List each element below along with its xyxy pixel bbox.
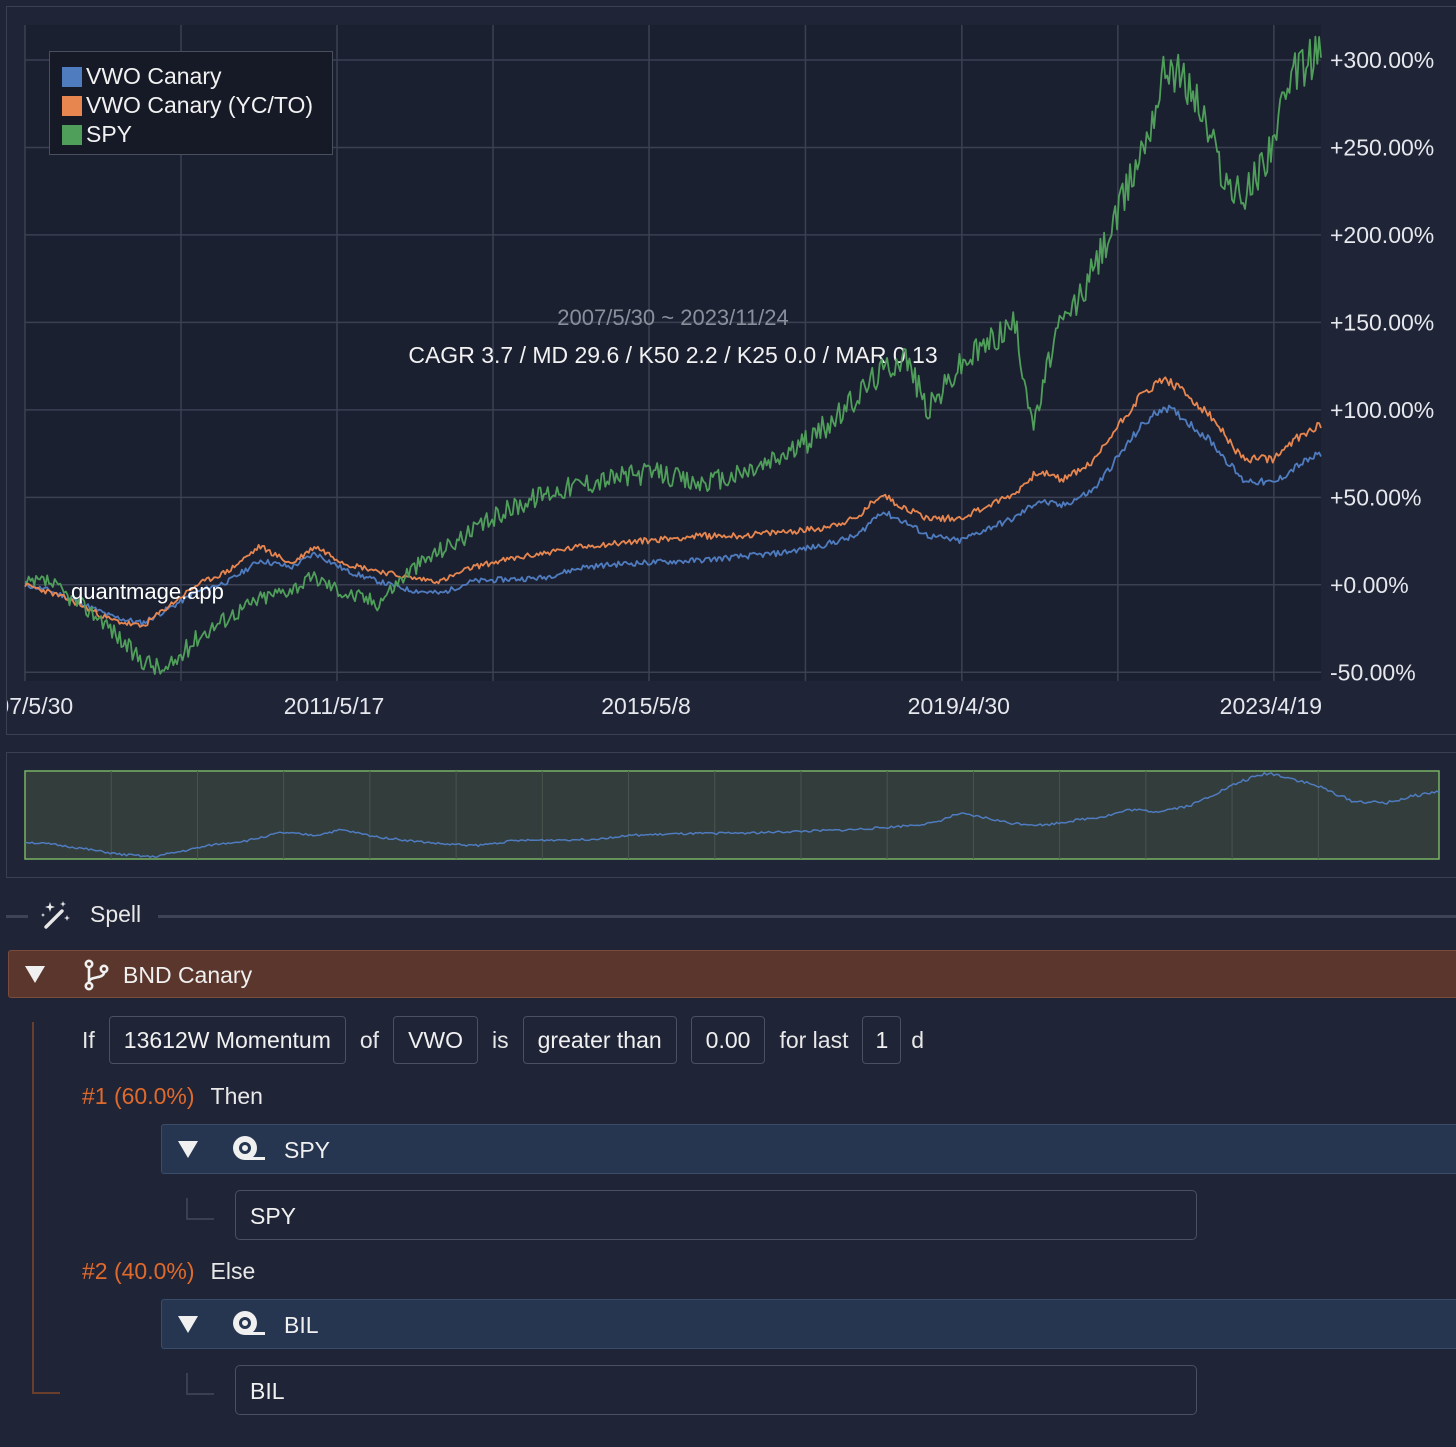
spell-section: Spell — [0, 893, 1456, 939]
ticker-icon — [233, 1136, 265, 1160]
asset-title[interactable]: BIL — [284, 1312, 319, 1338]
threshold-input[interactable]: 0.00 — [690, 1016, 766, 1064]
legend-item-vwo-canary-yc-to[interactable]: VWO Canary (YC/TO) — [62, 91, 332, 120]
legend-label: VWO Canary (YC/TO) — [86, 92, 314, 118]
is-keyword: is — [492, 1026, 509, 1053]
if-keyword: If — [82, 1026, 95, 1053]
then-branch-label: #1 (60.0%) Then — [82, 1083, 263, 1110]
asset-ticker-input[interactable]: BIL — [235, 1365, 1197, 1415]
branch-keyword: Else — [210, 1258, 256, 1284]
collapse-toggle-icon[interactable] — [178, 1141, 198, 1158]
legend-swatch — [62, 66, 82, 87]
y-tick-label: +200.00% — [1330, 222, 1434, 248]
ticker-icon — [233, 1311, 265, 1335]
x-tick-label: 2023/4/19 — [1220, 693, 1322, 719]
of-keyword: of — [359, 1026, 380, 1053]
stats-label: CAGR 3.7 / MD 29.6 / K50 2.2 / K25 0.0 /… — [408, 342, 937, 368]
branch-node-header[interactable]: BND Canary — [8, 950, 1456, 998]
x-tick-label: 2015/5/8 — [601, 693, 691, 719]
branch-keyword: Then — [210, 1083, 263, 1109]
range-navigator-panel — [6, 752, 1456, 878]
navigator-series-line — [25, 771, 1440, 859]
legend-item-vwo-canary[interactable]: VWO Canary — [62, 62, 332, 91]
y-tick-label: +300.00% — [1330, 47, 1434, 73]
ticker-input[interactable]: VWO — [393, 1016, 479, 1064]
watermark-label: quantmage.app — [71, 579, 224, 604]
series-line-vwo-canary-yc-to — [24, 376, 1322, 628]
legend-label: VWO Canary — [86, 63, 222, 89]
asset-node-header[interactable]: BIL — [161, 1299, 1456, 1349]
legend-label: SPY — [86, 121, 133, 147]
else-branch-label: #2 (40.0%) Else — [82, 1258, 255, 1285]
date-range-label: 2007/5/30 ~ 2023/11/24 — [557, 305, 788, 330]
y-tick-label: -50.00% — [1330, 659, 1416, 685]
comparator-select[interactable]: greater than — [522, 1016, 677, 1064]
tree-connector — [186, 1198, 214, 1220]
days-unit: d — [911, 1026, 925, 1053]
navigator-selection — [24, 770, 1440, 860]
asset-title[interactable]: SPY — [284, 1137, 331, 1163]
legend-swatch — [62, 124, 82, 145]
divider — [6, 915, 28, 918]
collapse-toggle-icon[interactable] — [25, 966, 45, 983]
tree-connector — [186, 1373, 214, 1395]
backtest-chart-panel: +300.00% +250.00% +200.00% +150.00% +100.00%… — [6, 6, 1456, 735]
condition-row: If 13612W Momentum of VWO is greater tha… — [82, 1014, 924, 1066]
branch-weight[interactable]: #1 (60.0%) — [82, 1083, 195, 1109]
days-input[interactable]: 1 — [862, 1016, 902, 1064]
asset-ticker-input[interactable]: SPY — [235, 1190, 1197, 1240]
legend-item-spy[interactable]: SPY — [62, 120, 332, 149]
chart-legend: VWO Canary VWO Canary (YC/TO) SPY — [49, 51, 333, 155]
branch-weight[interactable]: #2 (40.0%) — [82, 1258, 195, 1284]
y-tick-label: +250.00% — [1330, 134, 1434, 160]
series-line-spy — [24, 35, 1322, 675]
range-navigator[interactable] — [7, 753, 1455, 877]
x-tick-label: 2019/4/30 — [908, 693, 1010, 719]
x-tick-label: 2011/5/17 — [284, 693, 385, 719]
git-branch-icon — [84, 959, 109, 991]
x-tick-label: 2007/5/30 — [7, 693, 73, 719]
tree-connector — [32, 1022, 34, 1394]
divider — [158, 915, 1456, 918]
collapse-toggle-icon[interactable] — [178, 1316, 198, 1333]
series-line-vwo-canary — [24, 404, 1322, 627]
magic-wand-icon — [41, 901, 70, 929]
indicator-select[interactable]: 13612W Momentum — [108, 1016, 346, 1064]
y-tick-label: +50.00% — [1330, 484, 1421, 510]
y-tick-label: +100.00% — [1330, 397, 1434, 423]
tree-connector — [32, 1392, 60, 1394]
branch-title[interactable]: BND Canary — [123, 962, 253, 988]
legend-swatch — [62, 95, 82, 116]
y-tick-label: +0.00% — [1330, 572, 1409, 598]
y-tick-label: +150.00% — [1330, 309, 1434, 335]
for-last-keyword: for last — [779, 1026, 849, 1053]
spell-label[interactable]: Spell — [90, 901, 142, 927]
asset-node-header[interactable]: SPY — [161, 1124, 1456, 1174]
